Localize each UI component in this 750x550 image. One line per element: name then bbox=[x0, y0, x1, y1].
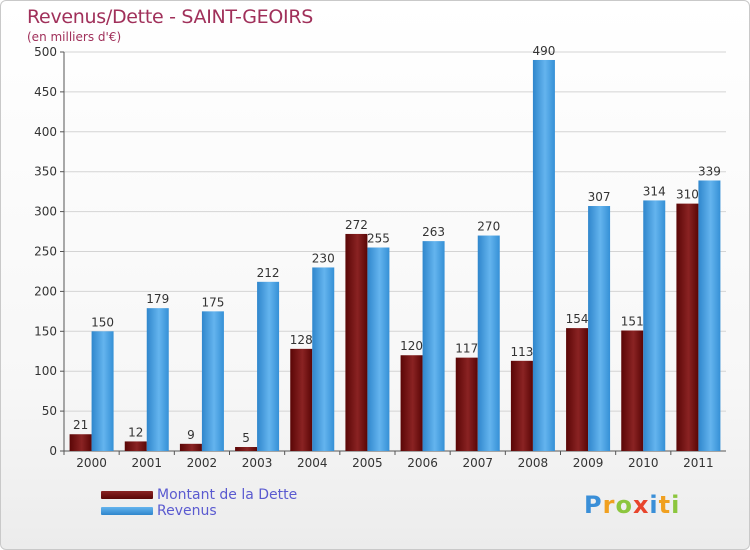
logo-letter: t bbox=[658, 491, 672, 519]
y-tick-label: 400 bbox=[34, 125, 57, 139]
legend-label-debt: Montant de la Dette bbox=[157, 487, 298, 503]
data-label-debt: 21 bbox=[73, 418, 88, 432]
x-tick-label: 2010 bbox=[628, 456, 659, 470]
bar-debt bbox=[455, 357, 478, 451]
x-tick-label: 2003 bbox=[242, 456, 273, 470]
legend: Montant de la Dette Revenus bbox=[101, 487, 297, 519]
y-tick-label: 250 bbox=[34, 245, 57, 259]
x-tick-label: 2001 bbox=[131, 456, 162, 470]
bar-revenue bbox=[477, 235, 500, 451]
bar-debt bbox=[510, 360, 533, 451]
y-tick-label: 100 bbox=[34, 364, 57, 378]
legend-item-debt: Montant de la Dette bbox=[101, 487, 297, 503]
data-label-revenue: 263 bbox=[422, 225, 445, 239]
bar-revenue bbox=[201, 311, 224, 451]
data-label-debt: 310 bbox=[676, 188, 699, 202]
y-tick-label: 150 bbox=[34, 324, 57, 338]
data-label-debt: 154 bbox=[566, 312, 589, 326]
axes: 0 50 100 150 200 250 300 350 400 450 500 2000 2001 20… bbox=[34, 45, 726, 470]
bar-debt bbox=[400, 355, 423, 451]
grid-lines bbox=[64, 51, 726, 412]
bar-debt bbox=[69, 434, 92, 451]
legend-swatch-debt bbox=[101, 491, 153, 499]
bar-revenue bbox=[312, 267, 335, 451]
logo-letter: r bbox=[602, 491, 616, 519]
data-label-revenue: 150 bbox=[91, 315, 114, 329]
proxiti-logo: Proxiti bbox=[584, 491, 680, 519]
bar-revenue bbox=[643, 200, 666, 451]
legend-item-revenue: Revenus bbox=[101, 503, 297, 519]
data-label-revenue: 175 bbox=[201, 295, 224, 309]
y-tick-label: 350 bbox=[34, 165, 57, 179]
bar-debt bbox=[179, 443, 202, 451]
data-label-revenue: 230 bbox=[312, 251, 335, 265]
logo-letter: P bbox=[584, 491, 603, 519]
chart-subtitle: (en milliers d'€) bbox=[27, 30, 122, 44]
bar-revenue bbox=[367, 247, 390, 451]
bar-revenue bbox=[146, 308, 169, 451]
data-label-revenue: 212 bbox=[257, 266, 280, 280]
data-label-revenue: 255 bbox=[367, 232, 390, 246]
data-label-revenue: 490 bbox=[532, 44, 555, 58]
data-label-revenue: 179 bbox=[146, 292, 169, 306]
data-label-revenue: 314 bbox=[643, 184, 666, 198]
y-tick-label: 0 bbox=[49, 444, 57, 458]
x-tick-label: 2007 bbox=[462, 456, 493, 470]
bar-debt bbox=[235, 447, 258, 451]
x-tick-label: 2002 bbox=[187, 456, 218, 470]
y-tick-label: 200 bbox=[34, 284, 57, 298]
data-label-debt: 272 bbox=[345, 218, 368, 232]
data-label-revenue: 339 bbox=[698, 164, 721, 178]
bar-debt bbox=[566, 328, 589, 451]
data-label-debt: 113 bbox=[510, 345, 533, 359]
x-tick-label: 2004 bbox=[297, 456, 328, 470]
bar-debt bbox=[621, 330, 644, 451]
data-label-debt: 12 bbox=[128, 425, 143, 439]
bar-debt bbox=[124, 441, 147, 451]
x-tick-label: 2005 bbox=[352, 456, 383, 470]
data-label-debt: 9 bbox=[187, 428, 195, 442]
y-tick-label: 450 bbox=[34, 85, 57, 99]
data-label-debt: 151 bbox=[621, 315, 644, 329]
x-tick-label: 2000 bbox=[76, 456, 107, 470]
bar-revenue bbox=[422, 241, 445, 451]
data-label-revenue: 270 bbox=[477, 220, 500, 234]
x-tick-label: 2006 bbox=[407, 456, 438, 470]
logo-letter: o bbox=[615, 491, 633, 519]
bar-revenue bbox=[532, 59, 555, 451]
y-tick-label: 500 bbox=[34, 45, 57, 59]
x-tick-label: 2009 bbox=[573, 456, 604, 470]
logo-letter: x bbox=[632, 491, 650, 519]
data-label-debt: 117 bbox=[455, 342, 478, 356]
bar-debt bbox=[676, 203, 699, 451]
data-label-debt: 5 bbox=[242, 431, 250, 445]
logo-letter: i bbox=[671, 491, 681, 519]
x-tick-label: 2011 bbox=[683, 456, 714, 470]
data-label-debt: 120 bbox=[400, 339, 423, 353]
y-tick-label: 50 bbox=[42, 404, 57, 418]
bar-revenue bbox=[257, 281, 280, 451]
logo-letter: i bbox=[649, 491, 659, 519]
chart-title: Revenus/Dette - SAINT-GEOIRS bbox=[27, 6, 313, 28]
legend-label-revenue: Revenus bbox=[157, 503, 217, 519]
bar-debt bbox=[345, 233, 368, 451]
bar-revenue bbox=[588, 206, 611, 451]
bar-revenue bbox=[91, 331, 114, 451]
bars bbox=[69, 59, 721, 451]
data-label-revenue: 307 bbox=[588, 190, 611, 204]
legend-swatch-revenue bbox=[101, 507, 153, 515]
bar-debt bbox=[290, 348, 313, 451]
y-tick-label: 300 bbox=[34, 205, 57, 219]
x-tick-label: 2008 bbox=[518, 456, 549, 470]
data-label-debt: 128 bbox=[290, 333, 313, 347]
bar-revenue bbox=[698, 180, 721, 451]
